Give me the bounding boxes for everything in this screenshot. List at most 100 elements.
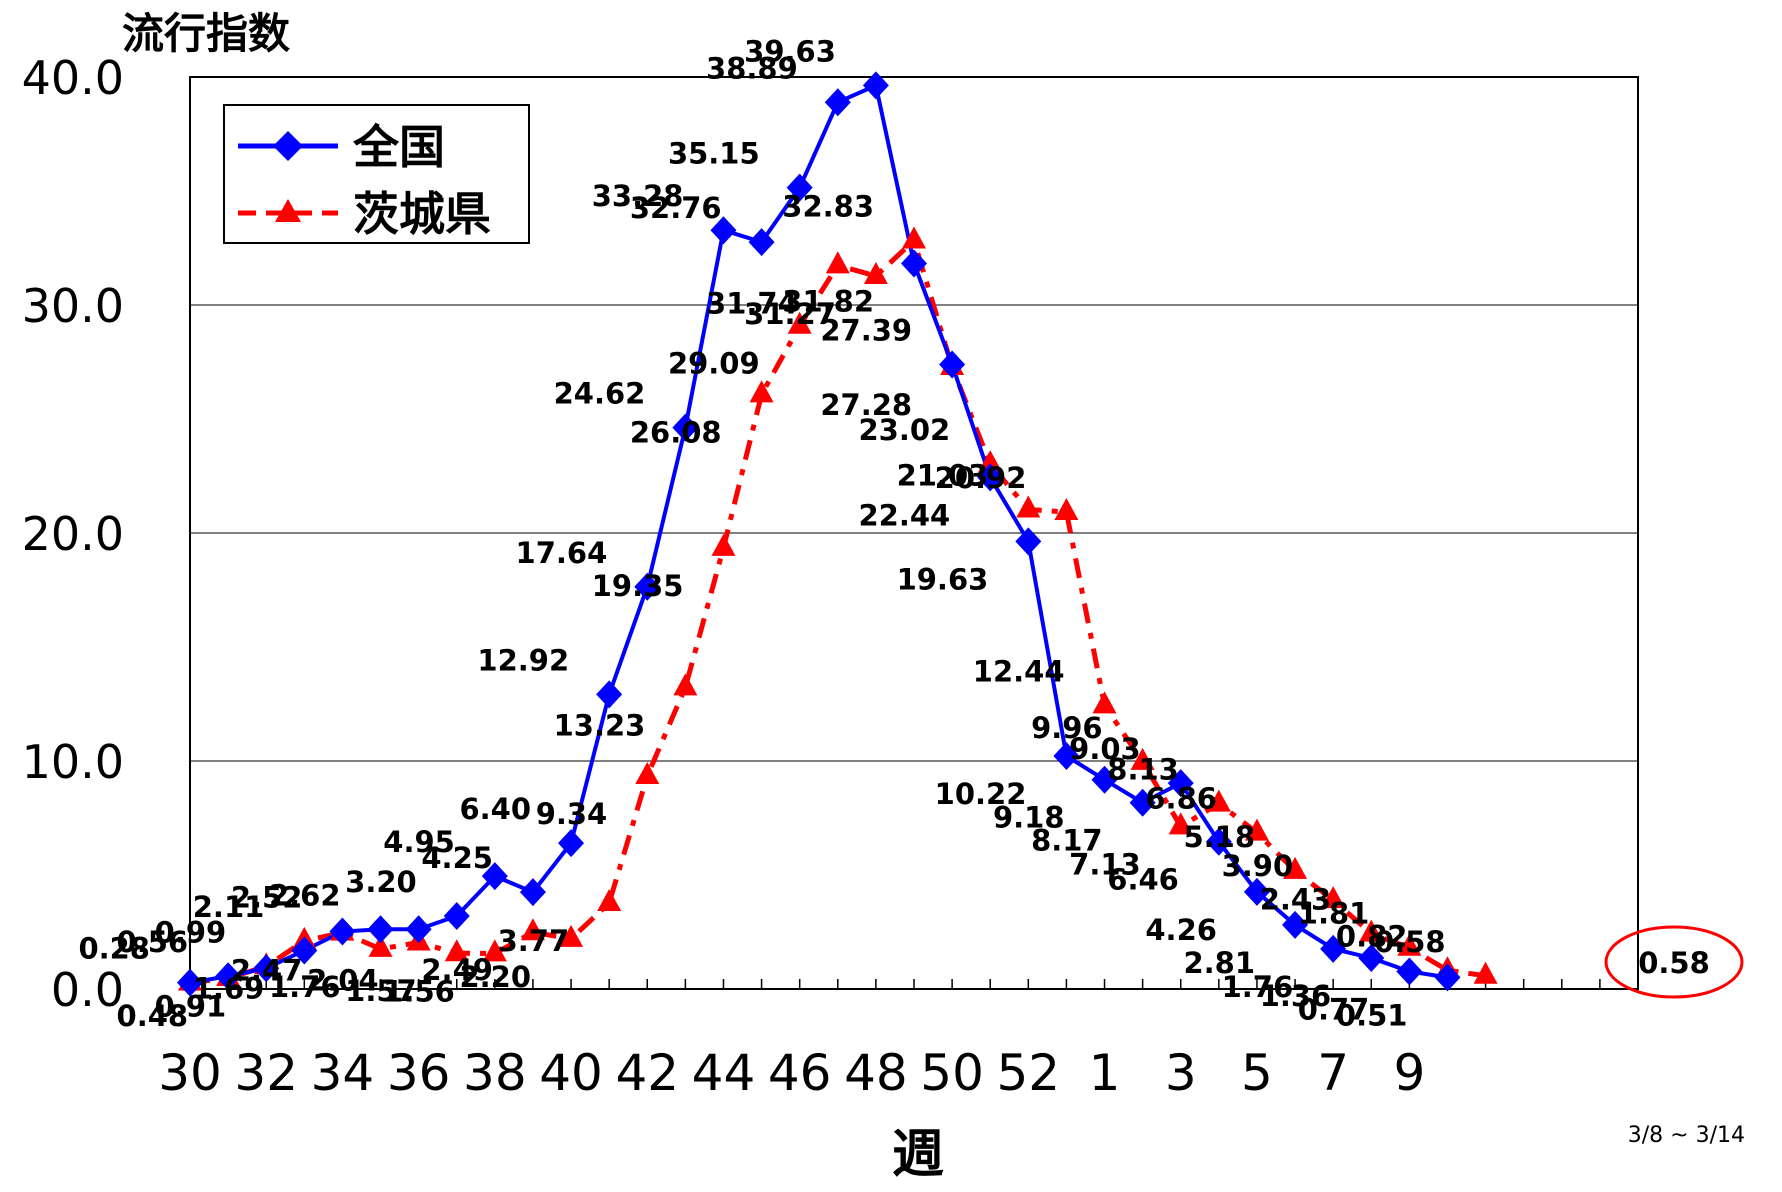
marker-ibaraki: [673, 673, 698, 696]
data-label-zenkoku: 24.62: [554, 377, 646, 411]
highlighted-value-label: 0.58: [1638, 946, 1710, 980]
data-label-zenkoku: 6.40: [459, 792, 531, 826]
x-tick-label: 7: [1317, 1044, 1349, 1102]
marker-ibaraki: [902, 226, 926, 249]
data-label-zenkoku: 2.81: [1183, 946, 1255, 980]
data-label-zenkoku: 2.62: [269, 878, 341, 912]
data-label-zenkoku: 8.17: [1031, 824, 1103, 858]
series-layer: [177, 71, 1498, 997]
data-label-ibaraki: 23.02: [858, 413, 950, 447]
data-label-zenkoku: 19.63: [897, 562, 989, 596]
marker-zenkoku: [1434, 963, 1461, 992]
marker-zenkoku: [443, 902, 470, 931]
legend-label-zenkoku: 全国: [352, 120, 445, 174]
marker-ibaraki: [1397, 933, 1422, 956]
marker-zenkoku: [1205, 827, 1232, 856]
marker-ibaraki: [825, 251, 850, 274]
y-tick-label: 10.0: [22, 735, 124, 789]
x-tick-label: 3: [1165, 1044, 1197, 1102]
x-tick-label: 38: [463, 1044, 527, 1102]
marker-zenkoku: [1129, 788, 1156, 817]
marker-zenkoku: [1320, 934, 1347, 963]
marker-ibaraki: [1168, 812, 1193, 835]
data-label-ibaraki: 29.09: [668, 347, 760, 381]
data-label-zenkoku: 2.52: [231, 881, 303, 915]
data-label-ibaraki: 7.13: [1069, 847, 1141, 881]
data-label-zenkoku: 31.82: [782, 285, 874, 319]
data-label-ibaraki: 9.34: [536, 797, 608, 831]
data-label-ibaraki: 2.47: [231, 954, 303, 988]
marker-zenkoku: [1091, 765, 1118, 794]
marker-zenkoku: [824, 88, 851, 117]
data-label-ibaraki: 0.82: [1336, 919, 1408, 953]
x-tick-label: 5: [1241, 1044, 1273, 1102]
y-tick-label: 0.0: [51, 963, 124, 1017]
marker-zenkoku: [901, 249, 927, 278]
data-label-zenkoku: 3.20: [345, 865, 417, 899]
marker-zenkoku: [1243, 877, 1270, 906]
y-tick-label: 30.0: [22, 279, 124, 333]
marker-ibaraki: [711, 533, 736, 556]
data-label-zenkoku: 0.91: [155, 989, 227, 1023]
data-label-zenkoku: 4.25: [421, 841, 493, 875]
marker-ibaraki: [559, 924, 584, 947]
x-tick-label: 1: [1089, 1044, 1121, 1102]
marker-zenkoku: [253, 954, 280, 983]
data-label-zenkoku: 9.03: [1069, 732, 1141, 766]
data-label-zenkoku: 32.76: [630, 191, 722, 225]
data-label-ibaraki: 9.96: [1031, 711, 1103, 745]
data-label-ibaraki: 2.49: [421, 953, 493, 987]
marker-zenkoku: [1167, 769, 1194, 798]
marker-zenkoku: [672, 413, 699, 442]
data-label-zenkoku: 38.89: [706, 51, 798, 85]
x-tick-label: 50: [920, 1044, 984, 1102]
marker-zenkoku: [786, 173, 813, 202]
data-label-ibaraki: 6.86: [1145, 782, 1217, 816]
x-tick-label: 42: [615, 1044, 679, 1102]
data-label-zenkoku: 33.28: [592, 179, 684, 213]
data-label-ibaraki: 12.44: [973, 654, 1065, 688]
data-label-ibaraki: 8.13: [1107, 753, 1179, 787]
x-tick-label: 44: [692, 1044, 756, 1102]
marker-zenkoku: [367, 915, 394, 944]
data-label-zenkoku: 0.28: [78, 932, 150, 966]
marker-zenkoku: [215, 962, 242, 991]
label-layer: 0.280.56 0.911.69 2.522.62 3.20 4.954.25 6.40…: [78, 34, 1709, 1033]
legend-box: [223, 104, 530, 244]
data-label-ibaraki: 3.77: [498, 924, 570, 958]
marker-ibaraki: [978, 450, 1003, 473]
data-label-zenkoku: 22.44: [858, 498, 950, 532]
tick-layer: 0.010.020.030.040.030 32 34 36 38 40 42 44 46 48 5…: [22, 51, 1639, 1102]
marker-ibaraki: [749, 380, 774, 403]
marker-zenkoku: [177, 968, 203, 997]
marker-zenkoku: [748, 228, 775, 257]
data-label-zenkoku: 27.39: [820, 314, 912, 348]
marker-ibaraki: [1054, 498, 1079, 521]
marker-ibaraki: [444, 939, 469, 962]
legend: 全国 茨城県: [223, 104, 530, 244]
y-axis-title: 流行指数: [122, 9, 290, 58]
marker-zenkoku: [481, 862, 508, 891]
marker-ibaraki: [1130, 747, 1155, 770]
data-label-zenkoku: 9.18: [993, 801, 1065, 835]
x-tick-label: 30: [158, 1044, 222, 1102]
legend-marker-zenkoku: [273, 131, 303, 161]
data-label-ibaraki: 5.18: [1183, 820, 1255, 854]
data-label-ibaraki: 13.23: [554, 708, 646, 742]
grid-layer: [190, 304, 1638, 762]
data-label-ibaraki: 1.76: [269, 970, 341, 1004]
data-label-zenkoku: 4.95: [383, 825, 455, 859]
data-label-ibaraki: 2.20: [459, 960, 531, 994]
data-label-ibaraki: 3.90: [1222, 849, 1294, 883]
marker-zenkoku: [634, 572, 661, 601]
marker-ibaraki: [1092, 691, 1117, 714]
x-tick-label: 46: [768, 1044, 832, 1102]
data-label-zenkoku: 35.15: [668, 137, 760, 171]
series-line-zenkoku: [189, 82, 1448, 985]
marker-ibaraki: [520, 918, 545, 941]
data-label-zenkoku: 17.64: [516, 536, 608, 570]
marker-ibaraki: [1016, 495, 1041, 518]
data-label-ibaraki: 1.56: [383, 974, 455, 1008]
marker-zenkoku: [1396, 957, 1423, 986]
data-label-ibaraki: 32.83: [782, 189, 874, 223]
